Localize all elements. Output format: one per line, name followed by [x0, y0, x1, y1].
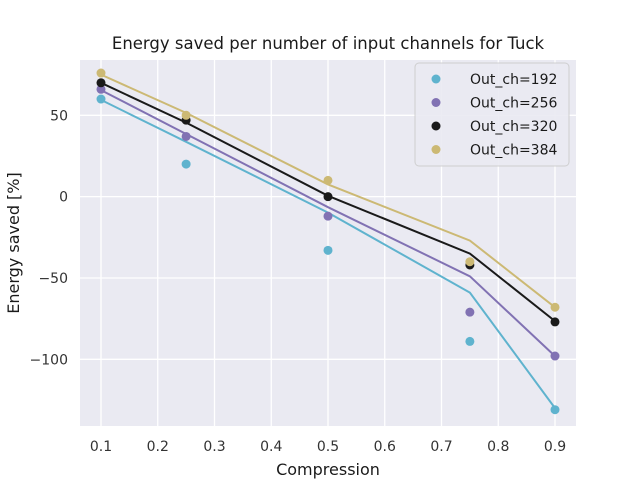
x-tick-label: 0.2	[147, 439, 169, 455]
y-tick-label: 50	[50, 108, 68, 124]
chart-title: Energy saved per number of input channel…	[112, 34, 545, 53]
data-point	[550, 405, 560, 415]
data-point	[323, 211, 333, 221]
y-tick-label: 0	[59, 190, 68, 206]
data-points	[96, 68, 560, 415]
x-axis-label: Compression	[276, 460, 380, 479]
y-tick-label: −100	[30, 352, 68, 368]
data-point	[96, 84, 106, 94]
legend-entry: Out_ch=384	[470, 143, 557, 159]
legend: Out_ch=192 Out_ch=256 Out_ch=320 Out_ch=384	[414, 62, 570, 167]
x-tick-label: 0.5	[317, 439, 339, 455]
legend-box	[414, 62, 570, 167]
legend-entry: Out_ch=320	[470, 119, 557, 135]
legend-marker	[431, 98, 441, 107]
x-tick-label: 0.4	[260, 439, 282, 455]
fit-line-out-ch-256	[100, 89, 556, 357]
data-point	[96, 68, 106, 78]
data-point	[181, 159, 191, 169]
legend-marker	[431, 121, 441, 131]
data-point	[323, 175, 333, 185]
data-point	[96, 78, 106, 88]
data-point	[465, 336, 475, 346]
x-tick-label: 0.6	[374, 439, 396, 455]
x-tick-label: 0.8	[487, 439, 509, 455]
data-point	[181, 131, 191, 141]
y-tick-labels: 50 0 −50 −100	[30, 108, 68, 368]
x-tick-label: 0.7	[430, 439, 452, 455]
legend-entry: Out_ch=192	[470, 72, 557, 88]
y-axis-label: Energy saved [%]	[4, 172, 23, 313]
x-tick-label: 0.9	[544, 439, 566, 455]
data-point	[323, 245, 333, 255]
x-tick-label: 0.3	[203, 439, 225, 455]
data-point	[550, 351, 560, 361]
x-tick-label: 0.1	[90, 439, 112, 455]
legend-marker	[431, 74, 441, 84]
data-point	[550, 302, 560, 312]
data-point	[96, 94, 106, 104]
y-tick-label: −50	[38, 271, 68, 287]
data-point	[465, 307, 475, 317]
x-tick-labels: 0.1 0.2 0.3 0.4 0.5 0.6 0.7 0.8 0.9	[90, 439, 566, 455]
data-point	[550, 317, 560, 327]
data-point	[465, 257, 475, 267]
data-point	[323, 192, 333, 202]
legend-entry: Out_ch=256	[470, 96, 557, 112]
legend-marker	[431, 145, 441, 154]
data-point	[181, 110, 191, 120]
